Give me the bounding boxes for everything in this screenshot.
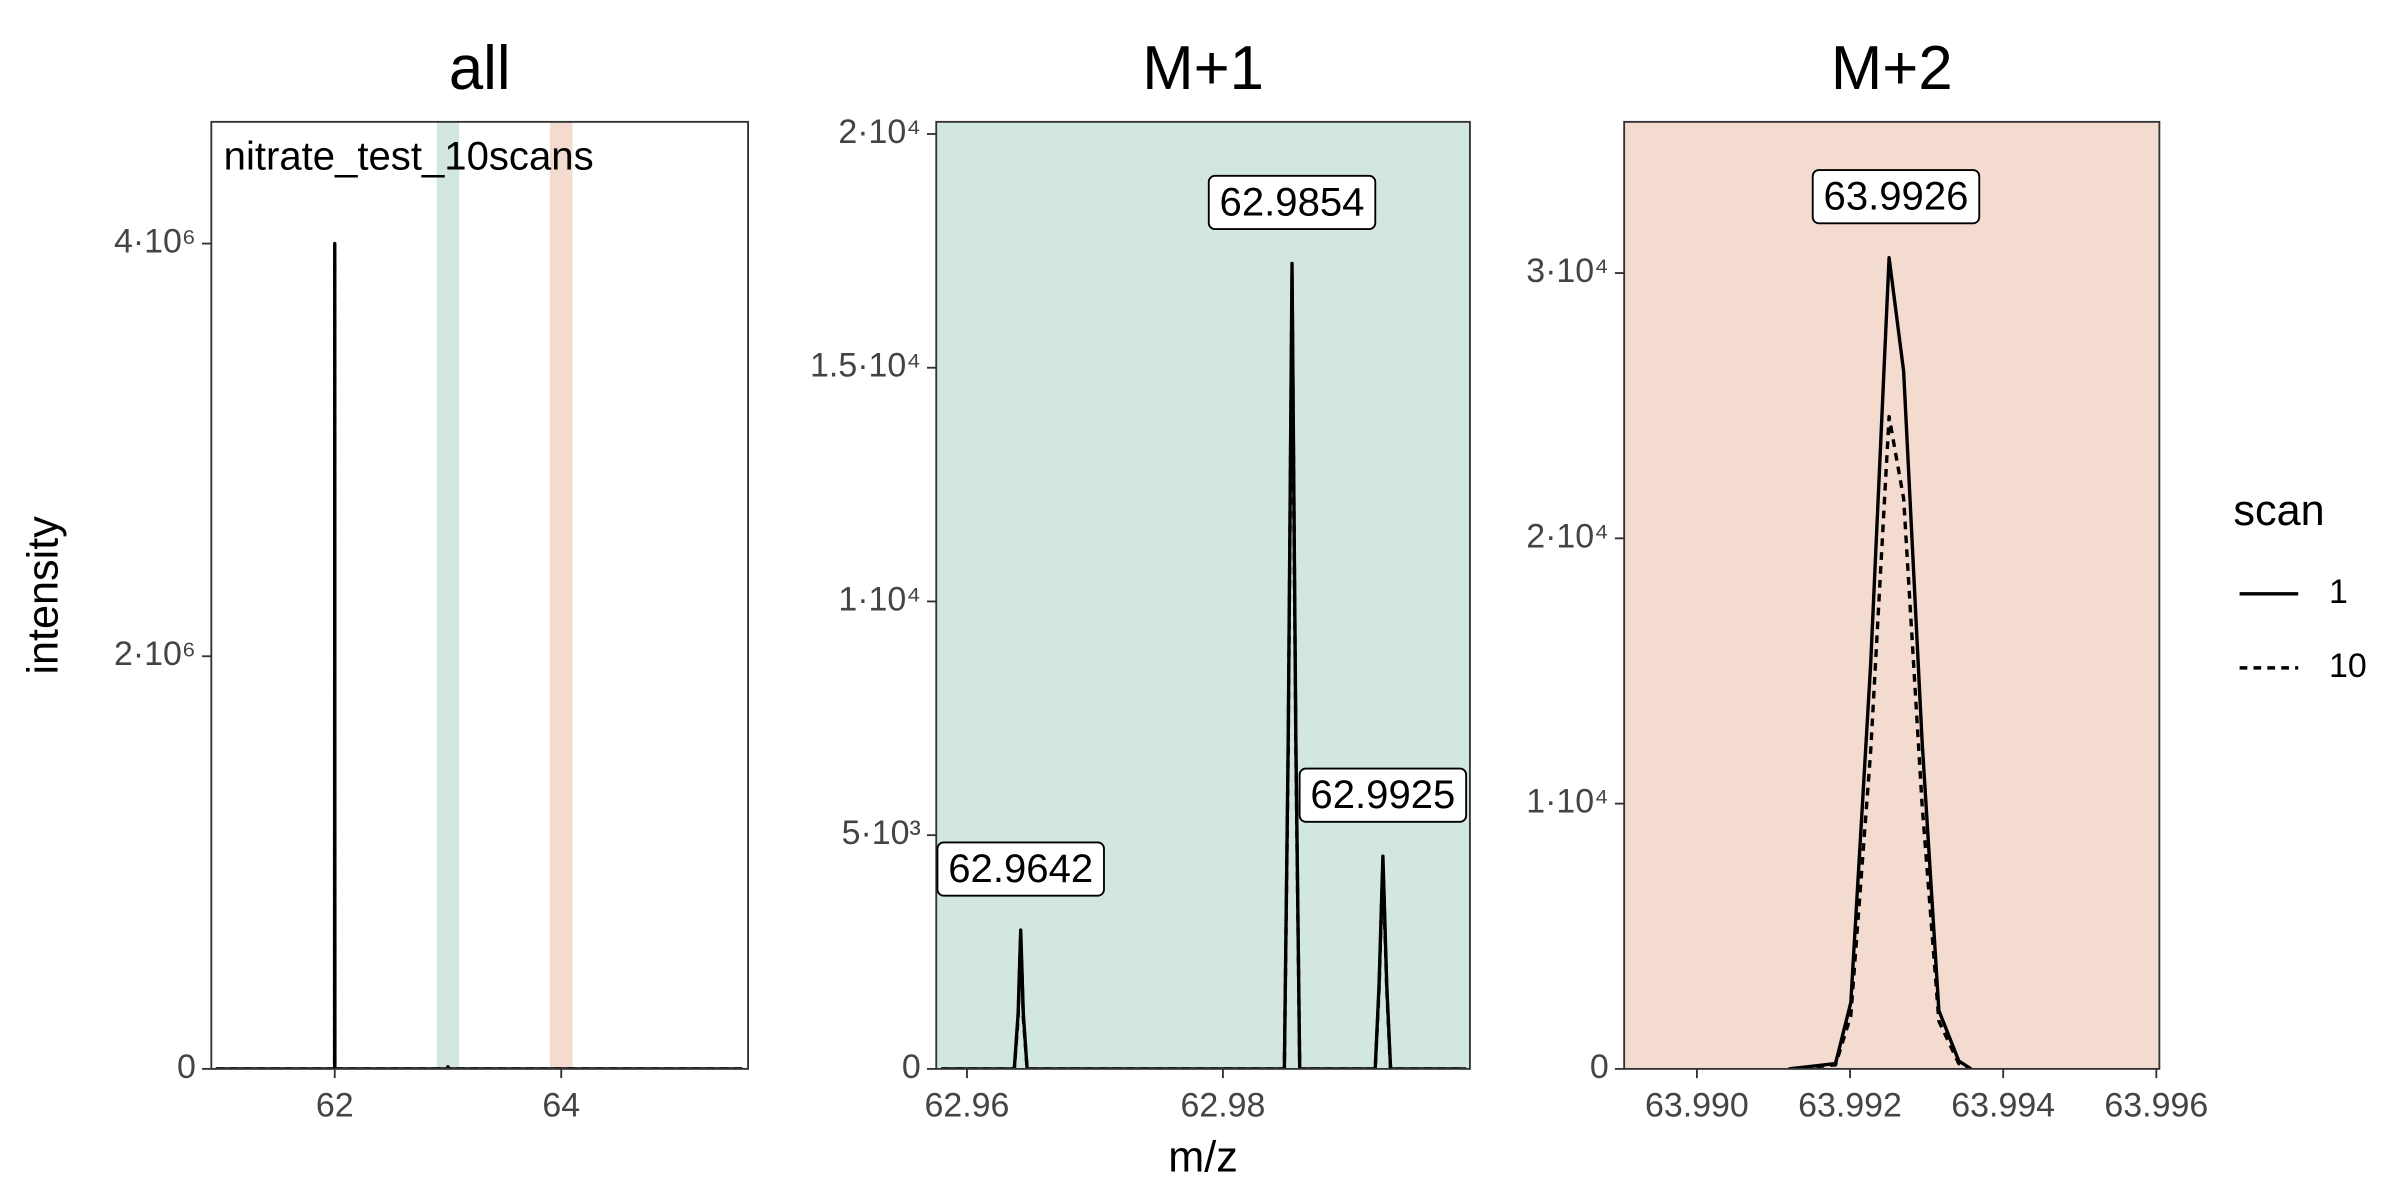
y-tick-label: 1.5·10⁴	[810, 347, 921, 385]
x-tick-label: 62	[316, 1086, 354, 1124]
series-line	[1788, 414, 1972, 1069]
peak-label: 62.9854	[1220, 180, 1365, 224]
x-axis-title: m/z	[1168, 1133, 1238, 1181]
x-tick-label: 63.990	[1645, 1086, 1749, 1124]
y-tick-label: 1·10⁴	[1526, 783, 1608, 821]
legend-label: 1	[2329, 573, 2348, 611]
legend-title: scan	[2233, 487, 2324, 535]
legend-label: 10	[2329, 647, 2367, 685]
panel-border	[210, 120, 749, 1070]
x-tick-label: 64	[542, 1086, 580, 1124]
plot-area	[215, 241, 743, 1069]
series-line	[1788, 255, 1972, 1069]
peak-label: 62.9925	[1310, 773, 1455, 817]
peak-label-box	[1298, 767, 1468, 823]
panel-title: M+2	[1831, 34, 1953, 103]
y-tick-label: 3·10⁴	[1526, 252, 1608, 290]
y-tick-label: 2·10⁴	[838, 113, 920, 151]
y-tick-label: 0	[1590, 1048, 1609, 1086]
panel-background	[1624, 121, 2160, 1069]
y-tick-label: 4·10⁶	[114, 223, 196, 261]
x-tick-label: 63.996	[2104, 1086, 2208, 1124]
y-tick-label: 1·10⁴	[838, 580, 920, 618]
series-line	[215, 241, 743, 1069]
peak-label: 63.9926	[1824, 175, 1969, 219]
plot-area	[1788, 255, 1972, 1069]
x-tick-label: 62.98	[1180, 1086, 1265, 1124]
panel-title: M+1	[1142, 34, 1264, 103]
panel-annotation: nitrate_test_10scans	[224, 134, 594, 178]
peak-label-box	[936, 841, 1105, 897]
y-axis-title: intensity	[20, 516, 68, 675]
panel-border	[1623, 120, 2161, 1070]
plot-area	[941, 261, 1467, 1069]
peak-label-box	[1207, 174, 1377, 231]
y-tick-label: 0	[902, 1048, 921, 1086]
y-tick-label: 0	[177, 1048, 196, 1086]
series-line	[941, 277, 1467, 1069]
x-tick-label: 63.994	[1951, 1086, 2055, 1124]
y-tick-label: 2·10⁴	[1526, 517, 1608, 555]
highlight-band	[436, 121, 460, 1069]
peak-label: 62.9642	[948, 847, 1093, 891]
y-tick-label: 5·10³	[842, 814, 921, 852]
y-tick-label: 2·10⁶	[114, 635, 196, 673]
series-line	[215, 252, 743, 1069]
x-tick-label: 63.992	[1798, 1086, 1902, 1124]
panel-background	[936, 121, 1470, 1069]
panel-border	[935, 120, 1471, 1070]
panel-title: all	[449, 34, 511, 103]
highlight-band	[549, 121, 573, 1069]
peak-label-box	[1811, 169, 1981, 225]
x-tick-label: 62.96	[925, 1086, 1010, 1124]
